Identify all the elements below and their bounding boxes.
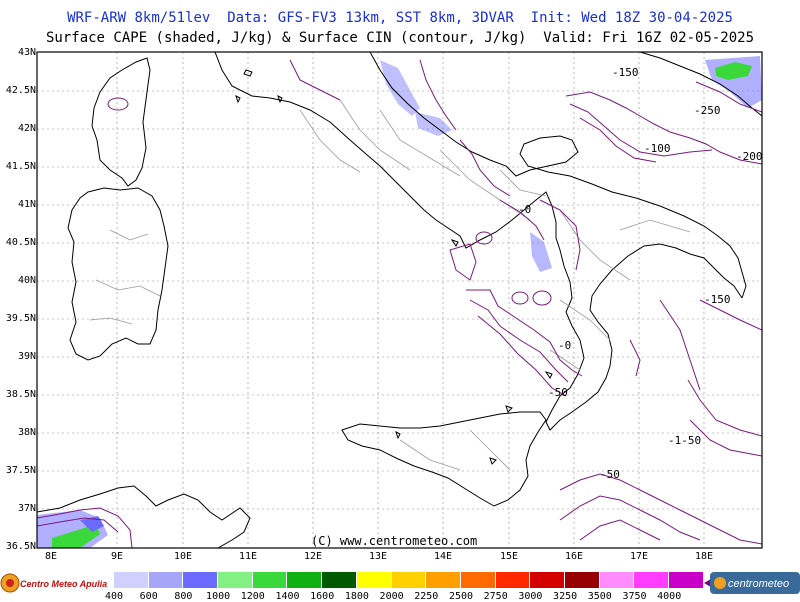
colorbar-swatch <box>460 572 496 588</box>
cin-label: -50 <box>600 468 620 481</box>
cape-shade-sw-green <box>52 524 100 548</box>
balkan-coast <box>639 52 762 117</box>
colorbar-tick-label: 1800 <box>344 591 369 602</box>
logo-right-text: centrometeo <box>728 578 789 590</box>
lat-label: 37.5N <box>5 465 36 476</box>
colorbar-swatch <box>114 572 149 588</box>
cin-label: -0 <box>558 339 571 352</box>
logo-left-text: Centro Meteo Apulia <box>20 579 107 589</box>
colorbar-tick-label: 1200 <box>240 591 265 602</box>
regional-borders <box>89 99 691 471</box>
colorbar-swatch <box>426 572 461 588</box>
lat-label: 38N <box>17 427 36 438</box>
cape-colorbar <box>114 572 704 588</box>
colorbar-swatch <box>356 572 392 588</box>
cape-shade-adriatic <box>380 60 420 116</box>
sardinia-coast <box>67 187 169 361</box>
lat-label: 41N <box>17 199 36 210</box>
lon-label: 18E <box>694 551 714 562</box>
centro-meteo-apulia-logo: Centro Meteo Apulia <box>0 573 107 593</box>
lon-label: 15E <box>499 551 519 562</box>
colorbar-swatch <box>287 572 323 588</box>
map-background <box>37 52 762 548</box>
colorbar-tick-label: 3750 <box>622 591 647 602</box>
colorbar-tick-label: 1600 <box>310 591 335 602</box>
colorbar-swatch <box>183 572 219 588</box>
cape-shade-sw-blue <box>80 516 104 532</box>
map-frame <box>36 51 763 549</box>
map-subtitle: Surface CAPE (shaded, J/kg) & Surface CI… <box>45 30 754 46</box>
cape-shade-green-ne <box>715 62 752 80</box>
africa-coast <box>37 485 251 548</box>
cin-label: -150 <box>704 293 731 306</box>
colorbar-tick-label: 800 <box>174 591 193 602</box>
colorbar-tick-label: 4000 <box>657 591 682 602</box>
lat-label: 41.5N <box>5 161 36 172</box>
sicily-coast <box>341 411 547 507</box>
lat-label: 42N <box>17 123 36 134</box>
cin-label: -100 <box>644 142 671 155</box>
cin-label: -150 <box>612 66 639 79</box>
cin-contours <box>37 59 762 548</box>
colorbar-tick-label: 2250 <box>414 591 439 602</box>
lon-label: 13E <box>368 551 388 562</box>
lat-label: 43N <box>17 47 36 58</box>
cin-label: -0 <box>518 203 531 216</box>
colorbar-tick-label: 600 <box>139 591 158 602</box>
colorbar-swatch <box>530 572 565 588</box>
colorbar-tick-label: 400 <box>104 591 124 602</box>
lat-label: 39N <box>17 351 36 362</box>
colorbar-swatch <box>495 572 531 588</box>
cin-label: -250 <box>694 104 721 117</box>
lat-label: 42.5N <box>5 85 36 96</box>
lon-label: 8E <box>44 551 58 562</box>
centrometeo-logo: centrometeo <box>704 572 800 594</box>
colorbar-swatch <box>669 572 704 588</box>
colorbar-swatch <box>391 572 427 588</box>
adriatic-coast <box>369 52 747 299</box>
lat-label: 40N <box>17 275 36 286</box>
lon-label: 9E <box>110 551 124 562</box>
map-title: WRF-ARW 8km/51lev Data: GFS-FV3 13km, SS… <box>67 10 733 26</box>
colorbar-tick-label: 3250 <box>553 591 578 602</box>
colorbar-swatch <box>564 572 600 588</box>
lat-label: 37N <box>17 503 36 514</box>
colorbar-tick-label: 1000 <box>206 591 231 602</box>
colorbar-swatch <box>634 572 669 588</box>
lon-label: 17E <box>629 551 649 562</box>
lat-label: 39.5N <box>5 313 36 324</box>
italy-mainland-coast <box>214 52 743 431</box>
graticule <box>37 52 762 548</box>
colorbar-swatch <box>252 572 288 588</box>
colorbar-tick-label: 3000 <box>518 591 543 602</box>
colorbar-swatch <box>599 572 635 588</box>
colorbar-tick-label: 2000 <box>379 591 404 602</box>
colorbar-tick-label: 3500 <box>587 591 612 602</box>
colorbar-tick-label: 2750 <box>483 591 508 602</box>
lon-label: 12E <box>303 551 323 562</box>
lat-label: 38.5N <box>5 389 36 400</box>
lat-label: 40.5N <box>5 237 36 248</box>
cin-label: -1-50 <box>668 434 701 447</box>
colorbar-tick-label: 1400 <box>275 591 300 602</box>
corsica-coast <box>91 57 151 187</box>
cin-label: -200 <box>736 150 763 163</box>
colorbar-tick-label: 2500 <box>448 591 474 602</box>
islands <box>235 69 553 465</box>
colorbar-swatch <box>148 572 184 588</box>
copyright-credit: (C) www.centrometeo.com <box>311 534 478 548</box>
colorbar-swatch <box>218 572 253 588</box>
cape-shade-campania <box>530 232 552 272</box>
lon-label: 11E <box>238 551 258 562</box>
lon-label: 10E <box>173 551 193 562</box>
lon-label: 14E <box>433 551 453 562</box>
colorbar-swatch <box>322 572 357 588</box>
lat-label: 36.5N <box>5 541 36 552</box>
cin-label: -50 <box>548 386 568 399</box>
lon-label: 16E <box>564 551 584 562</box>
